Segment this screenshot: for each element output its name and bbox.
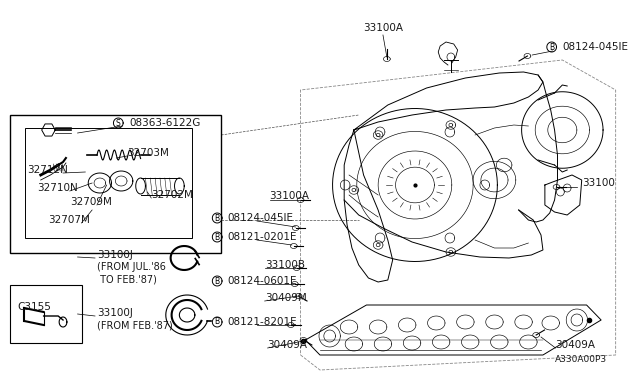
Text: 32707M: 32707M	[49, 215, 90, 225]
Text: 30409A: 30409A	[556, 340, 596, 350]
Text: 33100: 33100	[582, 178, 614, 188]
Text: 33100A: 33100A	[269, 191, 310, 201]
Text: 30409M: 30409M	[265, 293, 307, 303]
Text: 32709M: 32709M	[70, 197, 112, 207]
Text: C3155: C3155	[17, 302, 51, 312]
Text: B: B	[214, 276, 220, 285]
Text: B: B	[214, 214, 220, 222]
Text: (FROM FEB.'87): (FROM FEB.'87)	[97, 320, 173, 330]
Text: 08124-045IE: 08124-045IE	[228, 213, 294, 223]
Text: 32710N: 32710N	[37, 183, 77, 193]
Text: 08124-0601E: 08124-0601E	[228, 276, 298, 286]
Text: B: B	[214, 232, 220, 241]
Text: S: S	[116, 119, 121, 128]
Text: TO FEB.'87): TO FEB.'87)	[97, 274, 157, 284]
Text: 33100J: 33100J	[97, 250, 133, 260]
Text: A330A00P3: A330A00P3	[555, 356, 607, 365]
Text: 08124-045IE: 08124-045IE	[563, 42, 628, 52]
Text: 32703M: 32703M	[127, 148, 169, 158]
Text: 33100A: 33100A	[363, 23, 403, 33]
Text: 30409A: 30409A	[268, 340, 308, 350]
Bar	[25, 128, 192, 238]
Text: B: B	[549, 42, 554, 51]
Text: 32702M: 32702M	[151, 190, 193, 200]
Text: 08121-8201E: 08121-8201E	[228, 317, 298, 327]
Text: (FROM JUL.'86: (FROM JUL.'86	[97, 262, 166, 272]
Text: 33100J: 33100J	[97, 308, 133, 318]
Bar	[10, 115, 221, 253]
Text: 32712N: 32712N	[27, 165, 68, 175]
Text: 08121-0201E: 08121-0201E	[228, 232, 298, 242]
Bar	[10, 285, 83, 343]
Text: 33100B: 33100B	[265, 260, 305, 270]
Text: B: B	[214, 317, 220, 327]
Text: 08363-6122G: 08363-6122G	[129, 118, 200, 128]
